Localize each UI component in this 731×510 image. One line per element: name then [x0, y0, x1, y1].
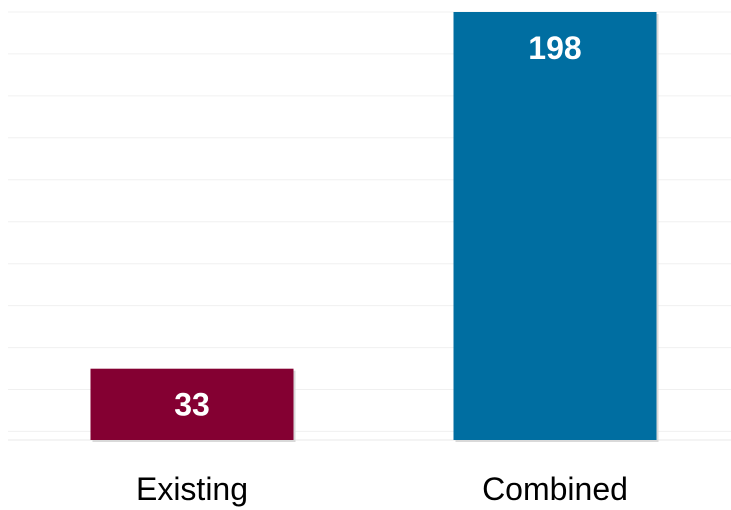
bars [90, 12, 659, 442]
data-label-existing: 33 [174, 387, 210, 423]
labels: 33 Existing 198 Combined [136, 30, 628, 507]
x-tick-label-combined: Combined [482, 471, 628, 507]
x-tick-label-existing: Existing [136, 471, 248, 507]
bar-combined [453, 12, 657, 440]
bar-existing [90, 368, 294, 440]
data-label-combined: 198 [528, 30, 581, 66]
